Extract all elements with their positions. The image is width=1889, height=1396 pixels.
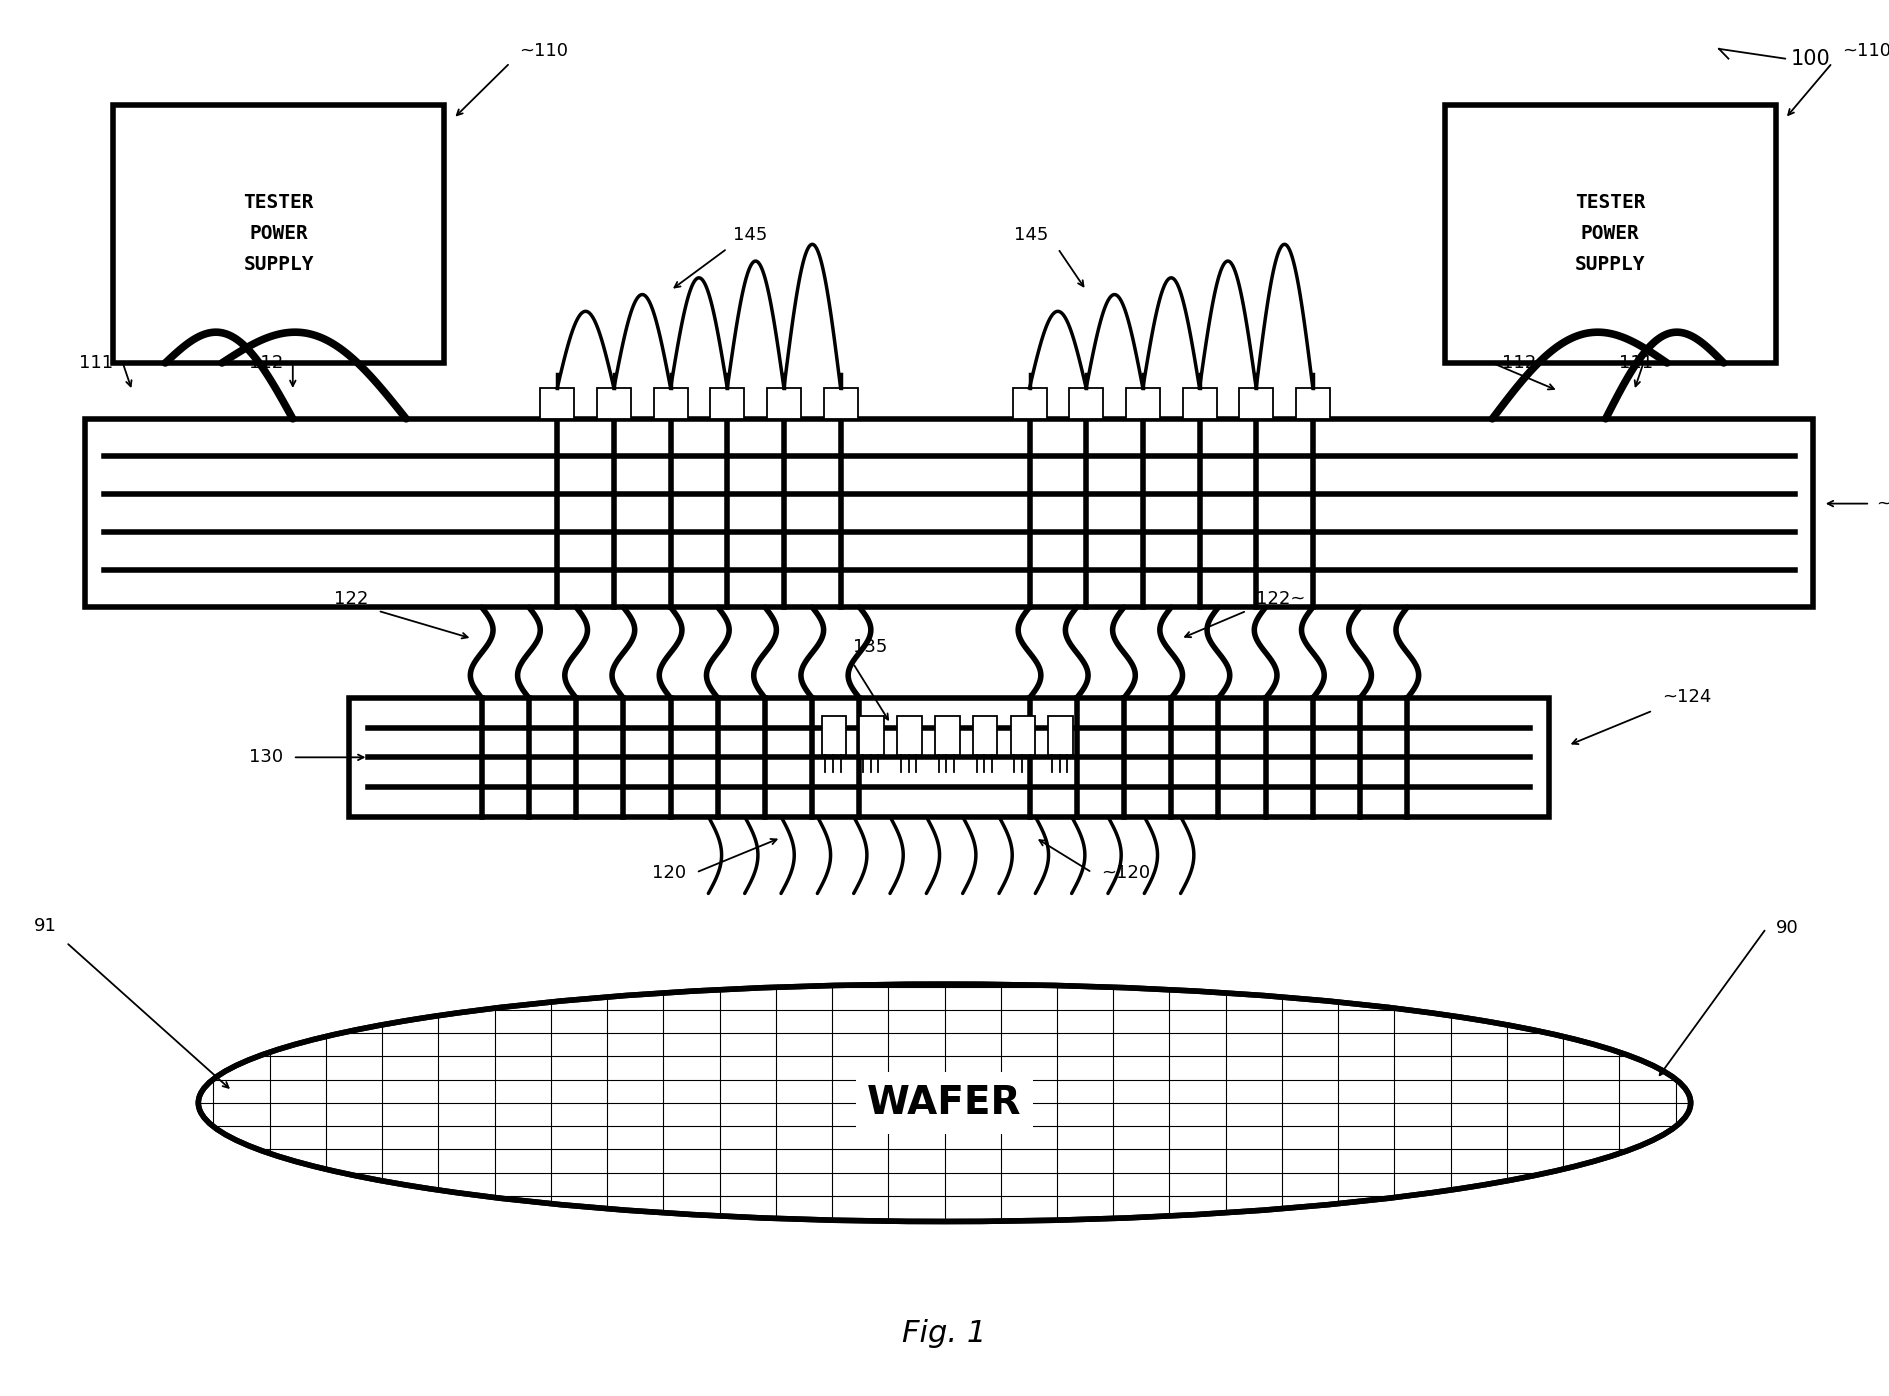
Bar [824,388,858,419]
Bar [654,388,688,419]
Bar [1048,716,1073,755]
Bar [1183,388,1217,419]
Text: WAFER: WAFER [867,1083,1022,1122]
Bar [710,388,744,419]
Text: 90: 90 [1776,920,1798,937]
Text: 120: 120 [652,864,686,881]
Text: TESTER
POWER
SUPPLY: TESTER POWER SUPPLY [244,193,314,275]
Text: 122: 122 [334,591,368,609]
Text: Fig. 1: Fig. 1 [903,1319,986,1347]
Bar [897,716,922,755]
Bar [859,716,884,755]
Text: 145: 145 [1014,226,1048,244]
Bar [113,105,444,363]
Bar [767,388,801,419]
Ellipse shape [198,984,1691,1222]
Bar [973,716,997,755]
Text: 135: 135 [854,638,888,656]
Bar [85,419,1813,607]
Text: ~110: ~110 [519,42,569,60]
Bar [1069,388,1103,419]
Bar [1013,388,1047,419]
Text: 112: 112 [249,355,283,371]
Bar [935,716,960,755]
Text: ~110: ~110 [1842,42,1889,60]
Text: 100: 100 [1791,49,1830,68]
Text: 111: 111 [79,355,113,371]
Text: ~120: ~120 [1101,864,1150,881]
Bar [1239,388,1273,419]
Bar [1445,105,1776,363]
Text: ~140: ~140 [1876,494,1889,512]
Bar [822,716,846,755]
Text: 91: 91 [34,917,57,935]
Text: TESTER
POWER
SUPPLY: TESTER POWER SUPPLY [1575,193,1645,275]
Bar [540,388,574,419]
Bar [349,698,1549,817]
Text: ~124: ~124 [1662,688,1711,706]
Bar [1126,388,1160,419]
Bar [597,388,631,419]
Text: 122~: 122~ [1256,591,1305,609]
Bar [1296,388,1330,419]
Bar [1011,716,1035,755]
Text: ~111: ~111 [1604,355,1653,371]
Text: 145: 145 [733,226,767,244]
Text: 112: 112 [1502,355,1536,371]
Text: 130: 130 [249,748,283,766]
